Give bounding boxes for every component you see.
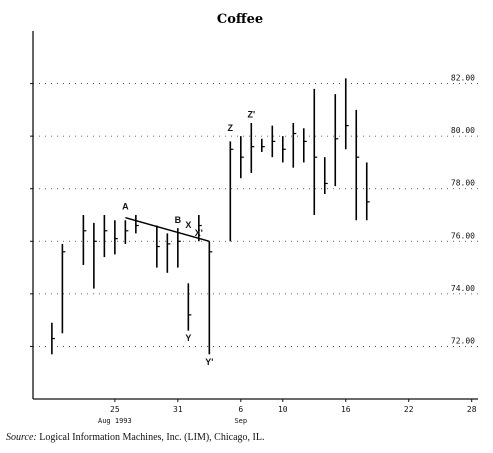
annotation-label: Z xyxy=(228,123,234,133)
x-tick-label: 28 xyxy=(467,405,477,414)
price-bar xyxy=(93,222,97,289)
x-tick-labels: 25 Aug 1993 31 6 Sep 10 16 22 28 xyxy=(98,405,477,425)
price-bar xyxy=(114,220,118,255)
axes xyxy=(30,31,478,402)
price-bar xyxy=(198,215,202,242)
price-bar xyxy=(135,215,139,234)
annotations: A BX X' Y Y' Z Z' xyxy=(122,110,255,367)
y-tick-labels: 72.00 74.00 76.00 78.00 80.00 82.00 xyxy=(451,74,475,346)
y-tick-label: 76.00 xyxy=(451,231,475,240)
price-bar xyxy=(292,123,297,168)
x-tick-label: 22 xyxy=(404,405,414,414)
trendline-group xyxy=(125,216,210,242)
x-tick-sublabel: Sep xyxy=(234,417,247,425)
source-note: Source: Logical Information Machines, In… xyxy=(6,432,264,443)
annotation-label: Y xyxy=(185,333,191,343)
annotation-label: Z' xyxy=(247,110,255,120)
price-bar xyxy=(124,220,129,244)
price-bar xyxy=(156,225,160,268)
annotation-label: A xyxy=(122,202,129,212)
annotation-label: Y' xyxy=(205,357,213,367)
price-bar xyxy=(103,215,108,258)
y-tick-label: 78.00 xyxy=(451,179,475,188)
price-bar xyxy=(334,94,339,187)
price-bar xyxy=(344,78,349,150)
source-text: Logical Information Machines, Inc. (LIM)… xyxy=(39,432,265,443)
annotation-label: X' xyxy=(195,228,203,238)
trendline xyxy=(125,216,210,242)
annotation-label: B xyxy=(175,215,182,225)
x-tick-label: 10 xyxy=(278,405,288,414)
chart-title: Coffee xyxy=(217,12,263,27)
price-bar xyxy=(271,125,276,158)
price-bar xyxy=(177,228,181,268)
source-label: Source: xyxy=(6,432,37,443)
x-tick-label: 25 xyxy=(110,405,120,414)
price-bar xyxy=(61,243,66,334)
price-bar xyxy=(51,322,55,355)
gridlines xyxy=(33,83,478,347)
price-bar xyxy=(302,128,307,163)
x-tick-sublabel: Aug 1993 xyxy=(98,417,132,425)
price-bar xyxy=(323,157,328,194)
price-bar xyxy=(355,109,360,221)
annotation-label: X xyxy=(185,220,191,230)
x-tick-label: 31 xyxy=(173,405,183,414)
y-tick-label: 82.00 xyxy=(451,74,475,83)
price-bar xyxy=(250,123,255,173)
y-tick-label: 74.00 xyxy=(451,284,475,293)
price-bar xyxy=(313,88,318,215)
price-bar xyxy=(187,283,192,331)
y-tick-label: 72.00 xyxy=(451,336,475,345)
coffee-chart: Coffee 72.00 74.00 76.00 78.00 80.00 82.00 25… xyxy=(30,12,478,425)
price-bar xyxy=(240,136,244,179)
price-bar xyxy=(281,136,286,163)
x-tick-label: 6 xyxy=(238,405,243,414)
price-bars xyxy=(51,78,370,355)
price-bar xyxy=(166,233,171,273)
price-bar xyxy=(229,141,234,242)
price-bar xyxy=(82,215,87,265)
price-bar xyxy=(208,241,213,355)
y-tick-label: 80.00 xyxy=(451,126,475,135)
price-bar xyxy=(365,162,370,221)
price-bar xyxy=(260,138,265,152)
x-tick-label: 16 xyxy=(341,405,351,414)
